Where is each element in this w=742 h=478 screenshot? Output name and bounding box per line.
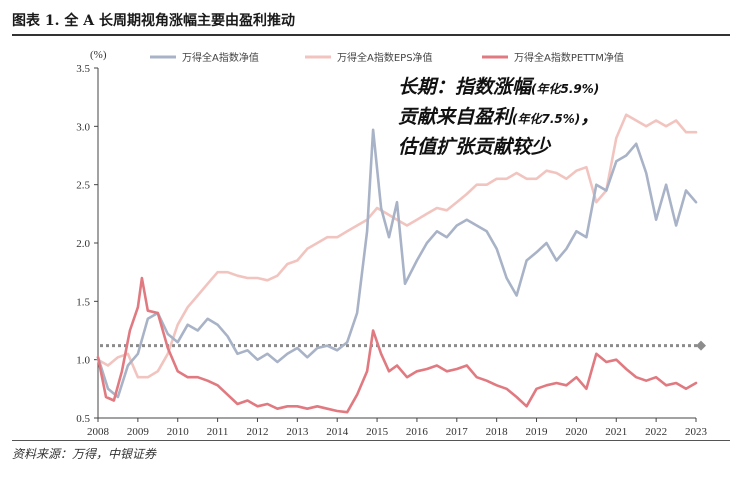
chart-title: 图表 1. 全 A 长周期视角涨幅主要由盈利推动 [12,13,295,29]
x-tick-label: 2020 [565,426,588,438]
title-divider [12,34,730,36]
legend-nav-label: 万得全A指数净值 [182,51,259,64]
y-tick-label: 1.5 [76,296,90,308]
x-tick-label: 2012 [246,426,268,438]
x-tick-label: 2011 [207,426,229,438]
annotation-line-2: 贡献来自盈利(年化7.5%)， [398,106,599,128]
x-tick-label: 2019 [526,426,549,438]
y-tick-label: 0.5 [76,413,90,425]
y-tick-label: 3.0 [76,121,90,133]
x-tick-label: 2018 [486,426,509,438]
pe-series-line [96,276,698,414]
x-tick-label: 2016 [406,426,429,438]
x-tick-label: 2009 [127,426,150,438]
annotation-line-1: 长期：指数涨幅(年化5.9%) [398,76,599,98]
x-tick-label: 2013 [286,426,309,438]
y-tick-label: 3.5 [76,63,90,75]
x-tick-label: 2010 [167,426,190,438]
annotation-line-3: 估值扩张贡献较少 [398,136,552,158]
x-tick-label: 2008 [87,426,110,438]
x-tick-label: 2021 [605,426,627,438]
y-axis-unit: (%) [90,49,107,61]
legend-pe-label: 万得全A指数PETTM净值 [514,51,624,64]
legend-eps-label: 万得全A指数EPS净值 [337,51,433,64]
eps-series-line [96,113,698,379]
y-tick-label: 2.0 [76,238,90,250]
source-note: 资料来源：万得，中银证券 [12,447,157,461]
x-tick-label: 2015 [366,426,389,438]
x-tick-label: 2023 [685,426,708,438]
y-tick-label: 1.0 [76,355,90,367]
source-divider [12,440,730,441]
x-tick-label: 2017 [446,426,469,438]
nav-series-line [96,128,698,399]
reference-end-marker [696,340,706,351]
x-tick-label: 2014 [326,426,349,438]
y-tick-label: 2.5 [76,180,90,192]
x-tick-label: 2022 [645,426,667,438]
